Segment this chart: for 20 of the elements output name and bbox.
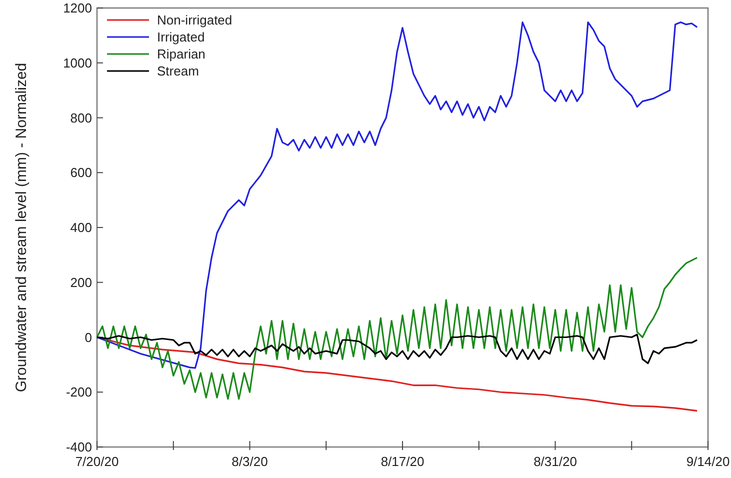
y-axis-title: Groundwater and stream level (mm) - Normalized [13, 62, 30, 392]
x-tick-label: 7/20/20 [75, 454, 119, 469]
legend-label: Non-irrigated [157, 12, 232, 28]
legend-label: Stream [157, 64, 199, 79]
y-tick-label: 400 [70, 220, 92, 236]
y-tick-label: 800 [70, 110, 92, 126]
x-tick-label: 8/17/20 [380, 454, 424, 469]
legend-label: Riparian [157, 46, 206, 62]
line-series [96, 256, 698, 400]
x-tick-label: 8/3/20 [232, 454, 268, 469]
x-tick-label: 8/31/20 [534, 454, 577, 469]
y-tick-label: 600 [70, 165, 92, 180]
legend-label: Irrigated [157, 30, 205, 45]
y-tick-label: 1200 [63, 0, 92, 16]
y-tick-label: 1000 [63, 55, 92, 70]
x-tick-label: 9/14/20 [686, 454, 730, 469]
y-tick-label: -400 [66, 440, 92, 455]
y-tick-label: -200 [66, 384, 92, 400]
y-tick-label: 200 [70, 274, 92, 290]
y-tick-label: 0 [84, 330, 92, 345]
